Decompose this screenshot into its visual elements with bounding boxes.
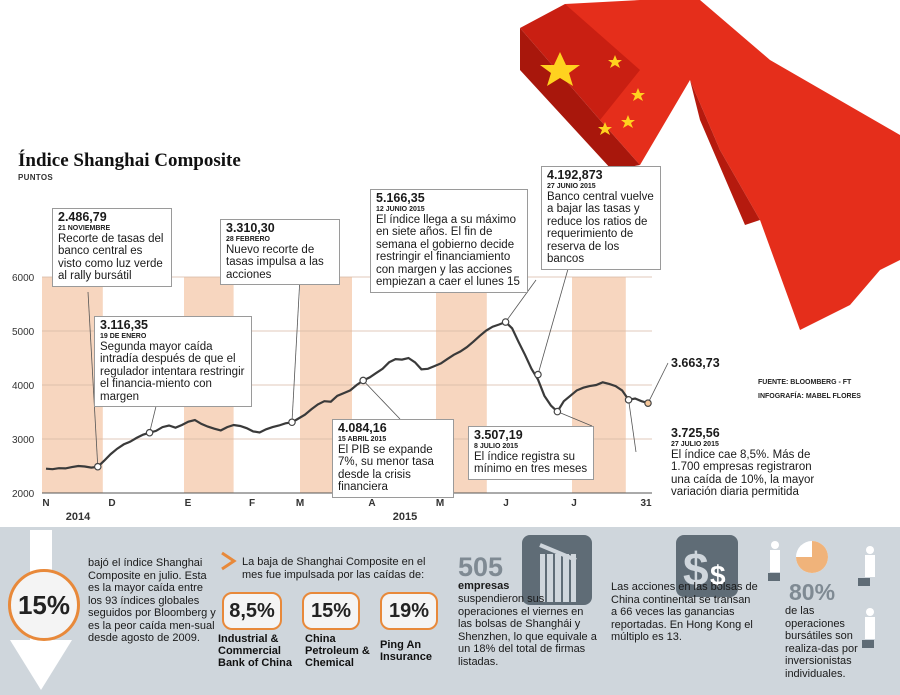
x-tick-label: 31 — [640, 498, 652, 509]
china-flag-arrow-icon — [520, 0, 900, 330]
x-tick-label: M — [436, 498, 444, 509]
annotation-date: 12 JUNIO 2015 — [376, 205, 425, 213]
x-tick-label: D — [108, 498, 115, 509]
annotation-date: 27 JULIO 2015 — [671, 440, 719, 448]
pill-label-pingan: Ping An Insurance — [380, 639, 432, 663]
x-tick-label: M — [296, 498, 304, 509]
shares-text: Las acciones en las bolsas de China cont… — [611, 581, 758, 643]
annotation-date: 19 DE ENERO — [100, 332, 147, 340]
annotation-value: 3.310,30 — [226, 221, 275, 235]
annotation-box: 2.486,79 21 NOVIEMBRE Recorte de tasas d… — [52, 208, 172, 287]
annotation-box: 4.084,16 15 ABRIL 2015 El PIB se expande… — [332, 419, 454, 498]
stat-505-text: suspendieron sus operaciones el viernes … — [458, 593, 597, 668]
data-point — [501, 318, 510, 326]
source-note: FUENTE: BLOOMBERG - FT — [758, 379, 852, 386]
y-tick-labels: 2000 3000 4000 5000 6000 — [12, 273, 35, 500]
annotation-text: El índice registra su mínimo en tres mes… — [474, 450, 588, 476]
leader-line — [647, 362, 669, 404]
annotation-box: 3.116,35 19 DE ENERO Segunda mayor caída… — [94, 316, 252, 407]
annotation-text: El PIB se expande 7%, su menor tasa desd… — [338, 443, 434, 494]
pill-sinopec: 15% — [302, 592, 360, 630]
chart-title: Índice Shanghai Composite — [18, 150, 241, 171]
y-tick-label: 2000 — [12, 489, 35, 500]
pct-drop-text: bajó el índice Shanghai Composite en jul… — [88, 557, 216, 644]
data-point — [534, 370, 542, 379]
stat-505: 505 — [458, 552, 504, 582]
stat-80: 80% — [789, 579, 836, 605]
leader-line — [87, 291, 99, 467]
annotation-box: 3.310,30 28 FEBRERO Nuevo recorte de tas… — [220, 219, 340, 285]
drop-intro-text: La baja de Shanghai Composite en el mes … — [242, 556, 426, 581]
y-tick-label: 6000 — [12, 273, 35, 284]
annotation-text: Banco central vuelve a bajar las tasas y… — [547, 190, 654, 266]
leader-line — [537, 261, 571, 375]
leader-line — [557, 411, 593, 427]
y-tick-label: 3000 — [12, 435, 35, 446]
year-label: 2015 — [393, 511, 417, 523]
annotation-value: 5.166,35 — [376, 191, 425, 205]
annotation-text: Segunda mayor caída intradía después de … — [100, 340, 245, 403]
y-tick-label: 4000 — [12, 381, 35, 392]
annotation-text: Nuevo recorte de tasas impulsa a las acc… — [226, 243, 324, 281]
annotation-value: 4.192,873 — [547, 168, 603, 182]
data-point — [359, 376, 367, 385]
x-tick-label: J — [503, 498, 509, 509]
pill-icbc: 8,5% — [222, 592, 282, 630]
annotation-text: Recorte de tasas del banco central es vi… — [58, 232, 164, 283]
leader-line — [628, 399, 637, 453]
leader-line — [505, 279, 537, 323]
annotation-date: 21 NOVIEMBRE — [58, 224, 111, 232]
last-value-label: 3.663,73 — [671, 356, 720, 370]
stat-80-text: de las operaciones bursátiles son realiz… — [785, 605, 858, 680]
y-tick-label: 5000 — [12, 327, 35, 338]
annotation-value: 4.084,16 — [338, 421, 387, 435]
pill-label-icbc: Industrial & Commercial Bank of China — [218, 633, 292, 669]
annotation-box: 4.192,873 27 JUNIO 2015 Banco central vu… — [541, 166, 661, 270]
annotation-text: El índice llega a su máximo en siete año… — [376, 213, 520, 289]
annotation-leader-lines — [87, 261, 669, 467]
annotation-box: 3.507,19 8 JULIO 2015 El índice registra… — [468, 426, 594, 480]
leader-line — [291, 276, 301, 423]
annotation-points — [93, 318, 652, 471]
annotation-box: 5.166,35 12 JUNIO 2015 El índice llega a… — [370, 189, 528, 293]
annotation-date: 28 FEBRERO — [226, 235, 270, 243]
infographic-credit: INFOGRAFÍA: MABEL FLORES — [758, 393, 861, 400]
x-tick-label: N — [42, 498, 49, 509]
annotation-date: 8 JULIO 2015 — [474, 442, 518, 450]
x-tick-label: A — [368, 498, 375, 509]
data-point — [288, 418, 296, 427]
pill-label-sinopec: China Petroleum & Chemical — [305, 633, 370, 669]
facts-panel — [0, 527, 900, 695]
x-tick-label: J — [571, 498, 577, 509]
annotation-date: 27 JUNIO 2015 — [547, 182, 596, 190]
data-point — [145, 428, 154, 437]
stat-505-label: empresas — [458, 580, 510, 592]
x-tick-label: F — [249, 498, 255, 509]
leader-line — [362, 380, 401, 420]
annotation-date: 15 ABRIL 2015 — [338, 435, 387, 443]
chart-subtitle: PUNTOS — [18, 173, 53, 182]
year-label: 2014 — [66, 511, 91, 523]
pct-drop-circle: 15% — [8, 569, 80, 641]
annotation-text: El índice cae 8,5%. Más de 1.700 empresa… — [671, 448, 815, 499]
annotation-value: 3.725,56 — [671, 426, 720, 440]
data-point — [644, 399, 652, 407]
annotation-value: 2.486,79 — [58, 210, 107, 224]
data-point — [553, 407, 562, 416]
annotation-box: 3.725,56 27 JULIO 2015 El índice cae 8,5… — [671, 427, 831, 499]
x-tick-labels: N D E F M A M J J 31 2014 2015 — [42, 498, 652, 523]
annotation-value: 3.116,35 — [100, 318, 148, 332]
data-point — [93, 462, 102, 471]
pill-pingan: 19% — [380, 592, 438, 630]
annotation-value: 3.507,19 — [474, 428, 523, 442]
x-tick-label: E — [185, 498, 192, 509]
data-point — [624, 396, 633, 404]
